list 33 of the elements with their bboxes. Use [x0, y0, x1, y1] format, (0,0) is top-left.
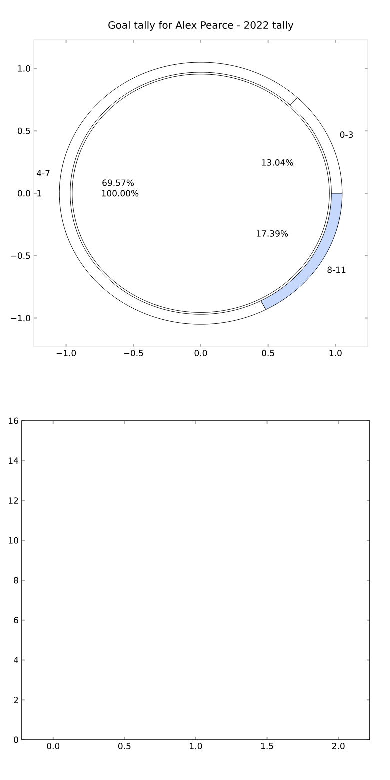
y-tick-label: 0.5	[18, 128, 30, 134]
chart-title: Goal tally for Alex Pearce - 2022 tally	[108, 21, 294, 31]
x-tick-label: −0.5	[124, 350, 144, 356]
data-label: 17.39%	[257, 230, 288, 237]
x-tick-label: 2.0	[332, 743, 345, 750]
x-tick-label: 1.5	[261, 743, 274, 750]
data-label: 69.57%	[102, 180, 134, 186]
slice-label: 0-3	[340, 132, 354, 138]
y-tick-label: 10	[9, 537, 18, 544]
y-tick-label: 8	[14, 577, 18, 584]
y-tick-label: 2	[14, 696, 18, 704]
x-tick-label: 0.0	[194, 350, 208, 356]
x-tick-label: 1.0	[330, 350, 342, 356]
y-tick-label: 6	[14, 617, 18, 624]
y-tick-label: 4	[14, 657, 18, 664]
y-tick-label: 16	[9, 418, 18, 424]
data-label: 100.00%	[102, 190, 139, 197]
x-tick-label: 1.0	[190, 743, 202, 750]
slice-label: 8-11	[328, 266, 346, 274]
y-tick-label: 14	[9, 458, 18, 464]
y-tick-label: 0.0	[18, 190, 30, 197]
x-tick-label: 0.0	[47, 743, 60, 750]
y-tick-label: 0	[14, 736, 18, 744]
y-tick-label: −1.0	[11, 315, 30, 322]
y-tick-label: 1.0	[18, 65, 30, 72]
slice-label: 4-7	[37, 170, 50, 177]
x-tick-label: −1.0	[56, 350, 76, 356]
y-tick-label: −0.5	[11, 252, 30, 260]
slice-label: 1	[38, 190, 42, 197]
x-tick-label: 0.5	[262, 350, 274, 356]
data-label: 13.04%	[262, 159, 294, 166]
x-tick-label: 0.5	[118, 743, 131, 750]
y-tick-label: 12	[9, 498, 18, 504]
